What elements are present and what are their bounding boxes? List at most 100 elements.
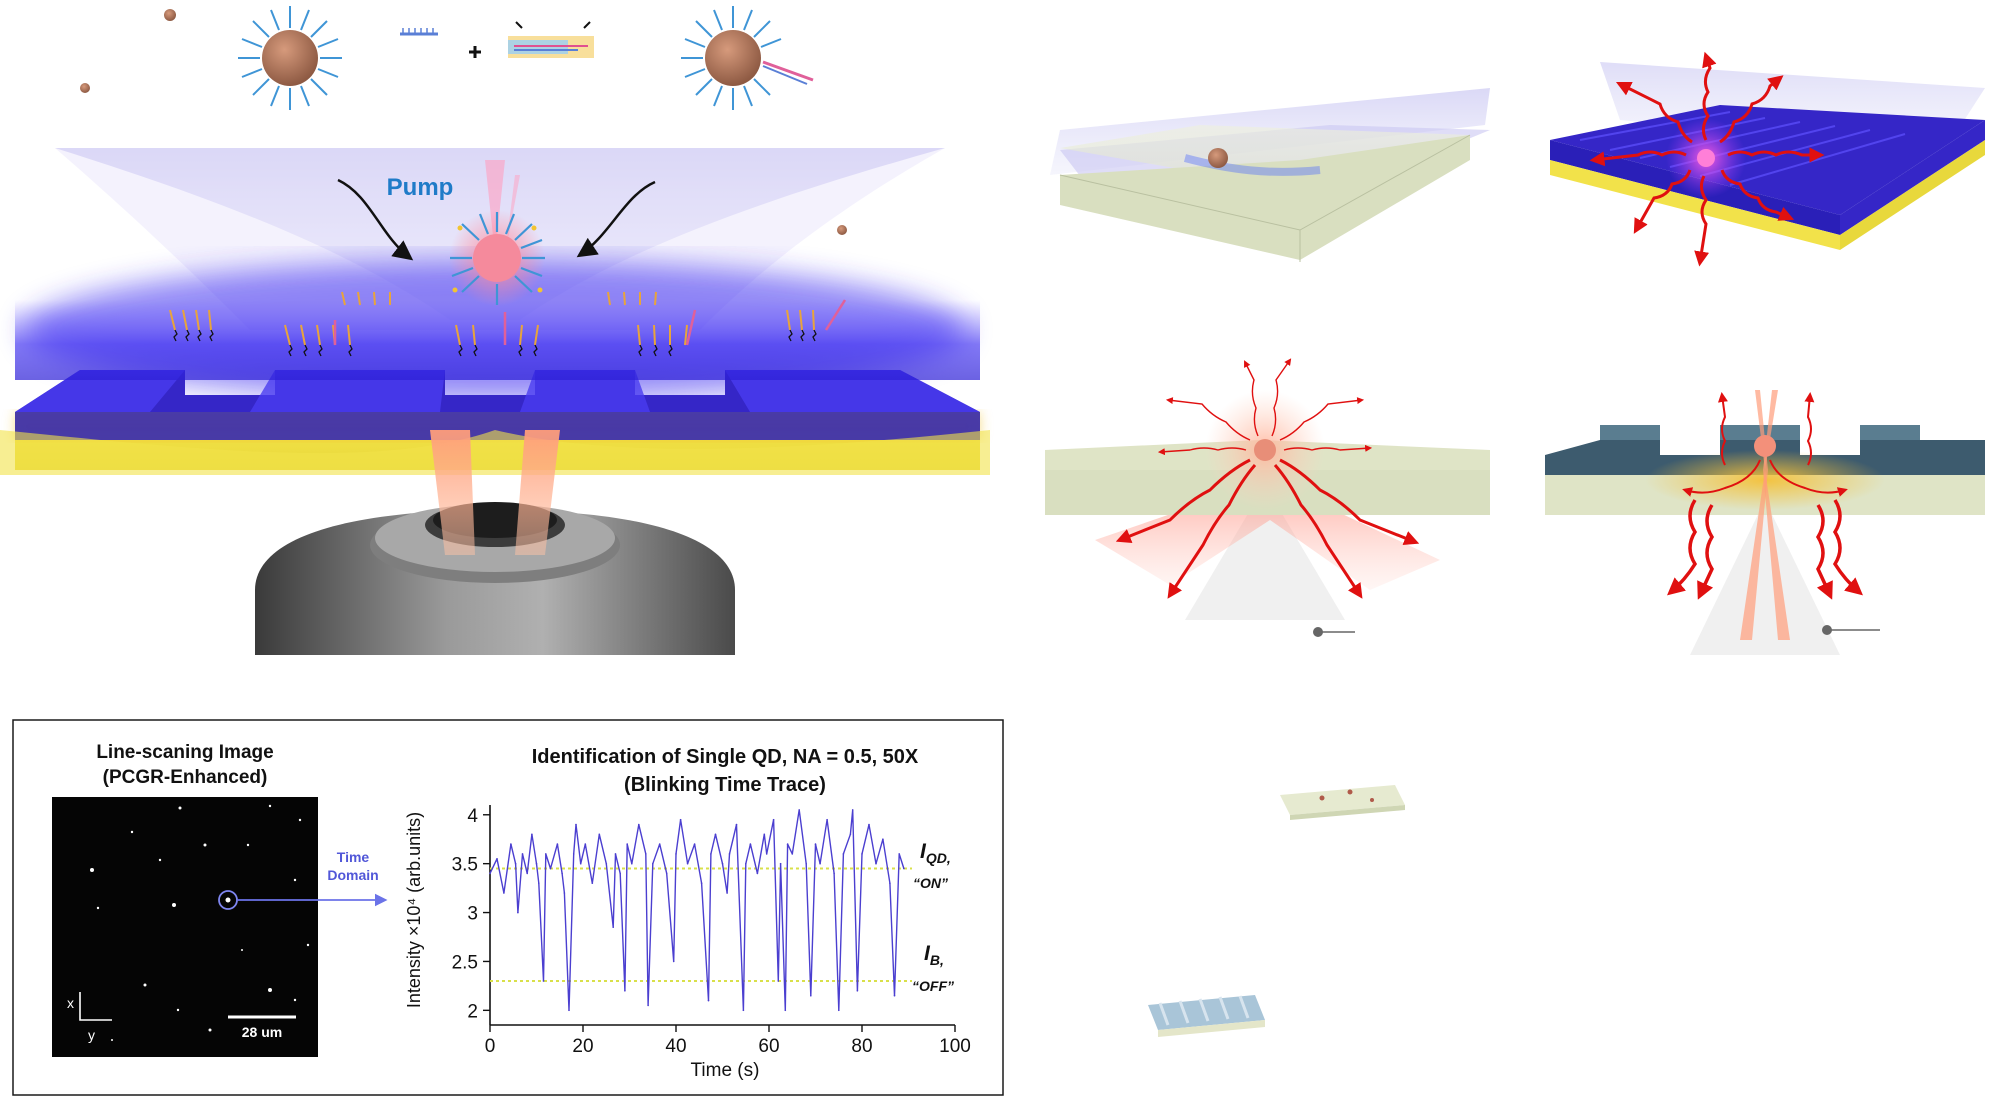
x-tick-label: 20 (572, 1036, 593, 1057)
y-tick-label: 4 (467, 806, 478, 827)
y-tick-label: 3.5 (452, 855, 478, 876)
trace-point (868, 823, 870, 826)
trace-point (535, 862, 538, 865)
main-schematic: Pump (0, 6, 990, 655)
trace-point (791, 853, 794, 855)
glass-substrate-panel (1050, 88, 1490, 262)
trace-point (882, 838, 884, 840)
trace-point (700, 882, 703, 884)
chart-subtitle: (Blinking Time Trace) (624, 774, 826, 796)
data-panel: Line-scaning Image (PCGR-Enhanced) 28 um… (12, 719, 1004, 1096)
on-level-state: “ON” (913, 875, 948, 891)
trace-point (749, 843, 752, 845)
chart-y-label: Intensity ×10⁴ (arb.units) (404, 812, 424, 1008)
chart-x-label: Time (s) (691, 1060, 760, 1081)
trace-point (672, 960, 675, 963)
trace-point (503, 892, 505, 894)
grating-directional-panel (1545, 390, 1985, 655)
trace-point (756, 872, 759, 875)
trace-point (735, 823, 738, 826)
svg-text:IB,: IB, (924, 942, 944, 968)
trace-point (545, 853, 547, 855)
image-axes: x y (67, 992, 112, 1043)
trace-point (777, 980, 780, 982)
x-tick-label: 80 (851, 1036, 872, 1057)
trace-point (526, 872, 528, 875)
trace-point (772, 818, 775, 821)
trace-point (833, 872, 835, 875)
trace-point (542, 980, 545, 982)
scale-bar: 28 um (228, 1015, 296, 1040)
y-tick-label: 2.5 (452, 952, 478, 973)
trace-point (842, 853, 845, 855)
trace-point (903, 867, 905, 870)
duplex-complex-icon (508, 21, 594, 58)
trace-point (742, 1009, 745, 1012)
surface-probes (169, 291, 847, 357)
off-level-subscript: B, (930, 952, 944, 968)
line-scan-image (52, 797, 318, 1057)
free-nanoparticle (80, 83, 90, 93)
glass-thumbnail (1280, 785, 1405, 820)
trace-point (679, 818, 682, 821)
trace-point (624, 990, 626, 992)
trace-point (614, 853, 617, 855)
trace-point (728, 853, 731, 855)
trace-point (575, 823, 577, 826)
off-level-state: “OFF” (912, 978, 954, 994)
photonic-crystal-grating (0, 300, 990, 475)
target-strand-icon (400, 28, 438, 36)
trace-point (898, 853, 900, 855)
trace-point (710, 853, 712, 855)
trace-point (538, 882, 540, 884)
reaction-legend (80, 6, 814, 110)
trace-point (784, 1009, 787, 1012)
time-domain-label-line2: Domain (327, 867, 378, 883)
pump-arrow-left (337, 178, 414, 261)
trace-point (798, 809, 800, 811)
time-domain-label-line1: Time (337, 849, 370, 865)
pump-label: Pump (387, 174, 454, 201)
trace-point (521, 853, 524, 855)
trace-point (851, 809, 854, 811)
x-tick-label: 40 (665, 1036, 686, 1057)
image-title-line2: (PCGR-Enhanced) (103, 767, 268, 788)
trace-point (826, 818, 828, 821)
x-tick-label: 60 (758, 1036, 779, 1057)
trace-point (584, 843, 587, 845)
quantum-dot-spots (90, 804, 310, 1041)
y-tick-label: 2 (467, 1001, 478, 1022)
trace-point (626, 843, 628, 845)
trace-point (598, 833, 601, 836)
svg-text:IQD,: IQD, (920, 840, 951, 866)
free-nanoparticle (837, 225, 847, 235)
trace-point (612, 926, 614, 928)
trace-point (591, 882, 594, 884)
trace-point (861, 853, 863, 855)
blinking-trace-chart: 0 20 40 60 80 100 2 2.5 3 3.5 4 (452, 805, 971, 1057)
trace-point (496, 858, 498, 860)
intensity-trace (489, 809, 905, 1011)
free-nanoparticle (164, 9, 176, 21)
trace-point (531, 833, 533, 836)
probe-nanoparticle-icon (238, 6, 342, 110)
axis-x-label: x (67, 995, 74, 1011)
trace-point (549, 867, 552, 870)
on-level-subscript: QD, (926, 850, 951, 866)
trace-point (726, 892, 728, 894)
trace-point (856, 990, 859, 992)
trace-point (721, 862, 724, 865)
trace-point (605, 862, 608, 865)
glass-emission-panel (1045, 358, 1490, 637)
trace-point (568, 1009, 570, 1012)
trace-point (763, 833, 766, 836)
trace-point (765, 853, 768, 855)
trace-point (510, 843, 512, 845)
off-level-symbol: I (924, 942, 931, 965)
on-level-symbol: I (920, 840, 927, 863)
trace-point (563, 892, 566, 894)
trace-point (805, 862, 807, 865)
chart-title: Identification of Single QD, NA = 0.5, 5… (532, 746, 919, 768)
on-level-label: IQD, “ON” (913, 840, 951, 891)
